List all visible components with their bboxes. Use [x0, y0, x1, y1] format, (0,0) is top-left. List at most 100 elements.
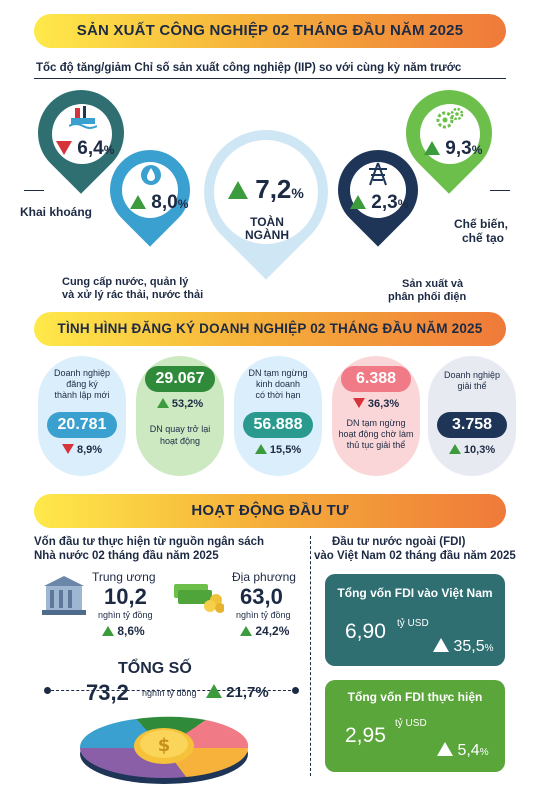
electricity-label-line1: Sản xuất và — [402, 278, 464, 290]
fdi-registered-pct: 35,5% — [433, 638, 494, 656]
manufacturing-value: 9,3% — [424, 138, 482, 160]
oil-rig-icon — [69, 106, 97, 129]
mining-value: 6,4% — [56, 138, 114, 160]
total-up-arrow — [228, 181, 248, 199]
electricity-value: 2,3% — [350, 192, 408, 214]
water-number: 8,0 — [151, 192, 178, 213]
card-text: có thời hạn — [255, 390, 301, 400]
investment-banner: HOẠT ĐỘNG ĐẦU TƯ — [34, 494, 506, 528]
business-title: TÌNH HÌNH ĐĂNG KÝ DOANH NGHIỆP 02 THÁNG … — [57, 321, 483, 336]
business-banner: TÌNH HÌNH ĐĂNG KÝ DOANH NGHIỆP 02 THÁNG … — [34, 312, 506, 346]
divider — [46, 690, 296, 691]
card-text: thành lập mới — [54, 390, 110, 400]
fdi-registered-box: Tổng vốn FDI vào Việt Nam 6,90 tỷ USD 35… — [325, 574, 505, 666]
money-stack-icon — [174, 584, 224, 613]
card-pct: 8,9% — [38, 444, 126, 456]
water-label-line1: Cung cấp nước, quản lý — [62, 276, 189, 288]
total-label: TOÀN NGÀNH — [245, 215, 289, 242]
total-invest-unit: nghìn tỷ đồng — [142, 688, 197, 698]
manufacturing-label-line2: chế tạo — [462, 231, 505, 245]
local-value: 63,0 — [240, 584, 283, 609]
water-up-arrow — [130, 195, 146, 209]
section-divider — [310, 536, 311, 776]
card-pct: 36,3% — [332, 398, 420, 410]
coin-pie-icon: $ — [79, 716, 249, 784]
card-text: đăng ký — [66, 379, 98, 389]
card-value: 3.758 — [437, 412, 507, 438]
card-text: thủ tục giải thể — [346, 440, 406, 450]
total-invest-value: 73,2 — [86, 680, 129, 705]
fdi-disbursed-label: Tổng vốn FDI thực hiện — [347, 690, 483, 704]
fdi-disbursed-unit: tỷ USD — [395, 718, 427, 729]
up-arrow-icon — [433, 638, 449, 652]
card-pct: 10,3% — [428, 444, 516, 456]
up-arrow-icon — [102, 626, 114, 636]
card-text: Doanh nghiệp — [53, 368, 111, 378]
total-value: 7,2% — [228, 174, 304, 205]
fdi-disbursed-box: Tổng vốn FDI thực hiện 2,95 tỷ USD 5,4% — [325, 680, 505, 772]
card-pct: 15,5% — [234, 444, 322, 456]
card-text: DN tạm ngừng — [346, 418, 406, 428]
gears-icon — [436, 107, 464, 129]
bullet-dot — [44, 687, 51, 694]
card-text: kinh doanh — [255, 379, 301, 389]
card-text: hoạt động chờ làm — [338, 429, 414, 439]
fdi-registered-label: Tổng vốn FDI vào Việt Nam — [337, 586, 493, 600]
card-suspended-business: DN tạm ngừng kinh doanh có thời hạn 56.8… — [234, 356, 322, 476]
bullet-dot — [292, 687, 299, 694]
fdi-registered-value: 6,90 — [345, 620, 386, 643]
fdi-title-line2: vào Việt Nam 02 tháng đầu năm 2025 — [314, 550, 516, 562]
central-value: 10,2 — [104, 584, 147, 609]
total-invest-label: TỔNG SỐ — [118, 660, 192, 677]
local-unit: nghìn tỷ đồng — [236, 610, 291, 620]
down-arrow-icon — [61, 444, 74, 454]
card-new-business: Doanh nghiệp đăng ký thành lập mới 20.78… — [38, 356, 126, 476]
card-value: 6.388 — [341, 366, 411, 392]
connector — [24, 190, 44, 191]
card-text: Doanh nghiệp — [443, 370, 501, 380]
up-arrow-icon — [206, 684, 222, 698]
up-arrow-icon — [254, 444, 267, 454]
total-invest-pct: 21,7% — [206, 684, 269, 701]
header-banner: SẢN XUẤT CÔNG NGHIỆP 02 THÁNG ĐẦU NĂM 20… — [34, 14, 506, 48]
down-arrow-icon — [352, 398, 365, 408]
card-text: hoạt động — [159, 436, 201, 446]
central-pct: 8,6% — [102, 624, 145, 638]
electricity-unit: % — [397, 197, 409, 211]
electricity-number: 2,3 — [371, 192, 398, 213]
state-title-line2: Nhà nước 02 tháng đầu năm 2025 — [34, 550, 219, 562]
iip-subtitle: Tốc độ tăng/giảm Chỉ số sản xuất công ng… — [36, 62, 462, 74]
mining-label: Khai khoáng — [20, 205, 93, 219]
fdi-title-line1: Đầu tư nước ngoài (FDI) — [332, 536, 466, 548]
investment-title: HOẠT ĐỘNG ĐẦU TƯ — [191, 502, 349, 519]
card-value: 20.781 — [47, 412, 117, 438]
card-text: DN quay trở lại — [149, 424, 211, 434]
central-unit: nghìn tỷ đồng — [98, 610, 153, 620]
power-tower-icon — [369, 162, 387, 186]
up-arrow-icon — [240, 626, 252, 636]
mining-number: 6,4 — [77, 138, 104, 159]
state-title-line1: Vốn đầu tư thực hiện từ nguồn ngân sách — [34, 536, 265, 548]
fdi-disbursed-value: 2,95 — [345, 724, 386, 747]
manufacturing-number: 9,3 — [445, 138, 472, 159]
card-pending-dissolution: 6.388 36,3% DN tạm ngừng hoạt động chờ l… — [332, 356, 420, 476]
central-label: Trung ương — [92, 570, 156, 584]
water-value: 8,0% — [130, 192, 188, 214]
local-label: Địa phương — [232, 570, 296, 584]
water-unit: % — [177, 197, 189, 211]
total-number: 7,2 — [255, 174, 292, 204]
card-value: 56.888 — [243, 412, 313, 438]
local-pct: 24,2% — [240, 624, 289, 638]
card-returning-business: 29.067 53,2% DN quay trở lại hoạt động — [136, 356, 224, 476]
manufacturing-unit: % — [471, 143, 483, 157]
water-label-line2: và xử lý rác thải, nước thải — [62, 289, 204, 301]
up-arrow-icon — [156, 398, 169, 408]
svg-text:$: $ — [158, 735, 171, 756]
up-arrow-icon — [437, 742, 453, 756]
fdi-registered-unit: tỷ USD — [397, 618, 429, 629]
water-drop-icon — [141, 165, 161, 185]
total-unit: % — [291, 185, 304, 201]
card-value: 29.067 — [145, 366, 215, 392]
divider — [34, 78, 506, 79]
